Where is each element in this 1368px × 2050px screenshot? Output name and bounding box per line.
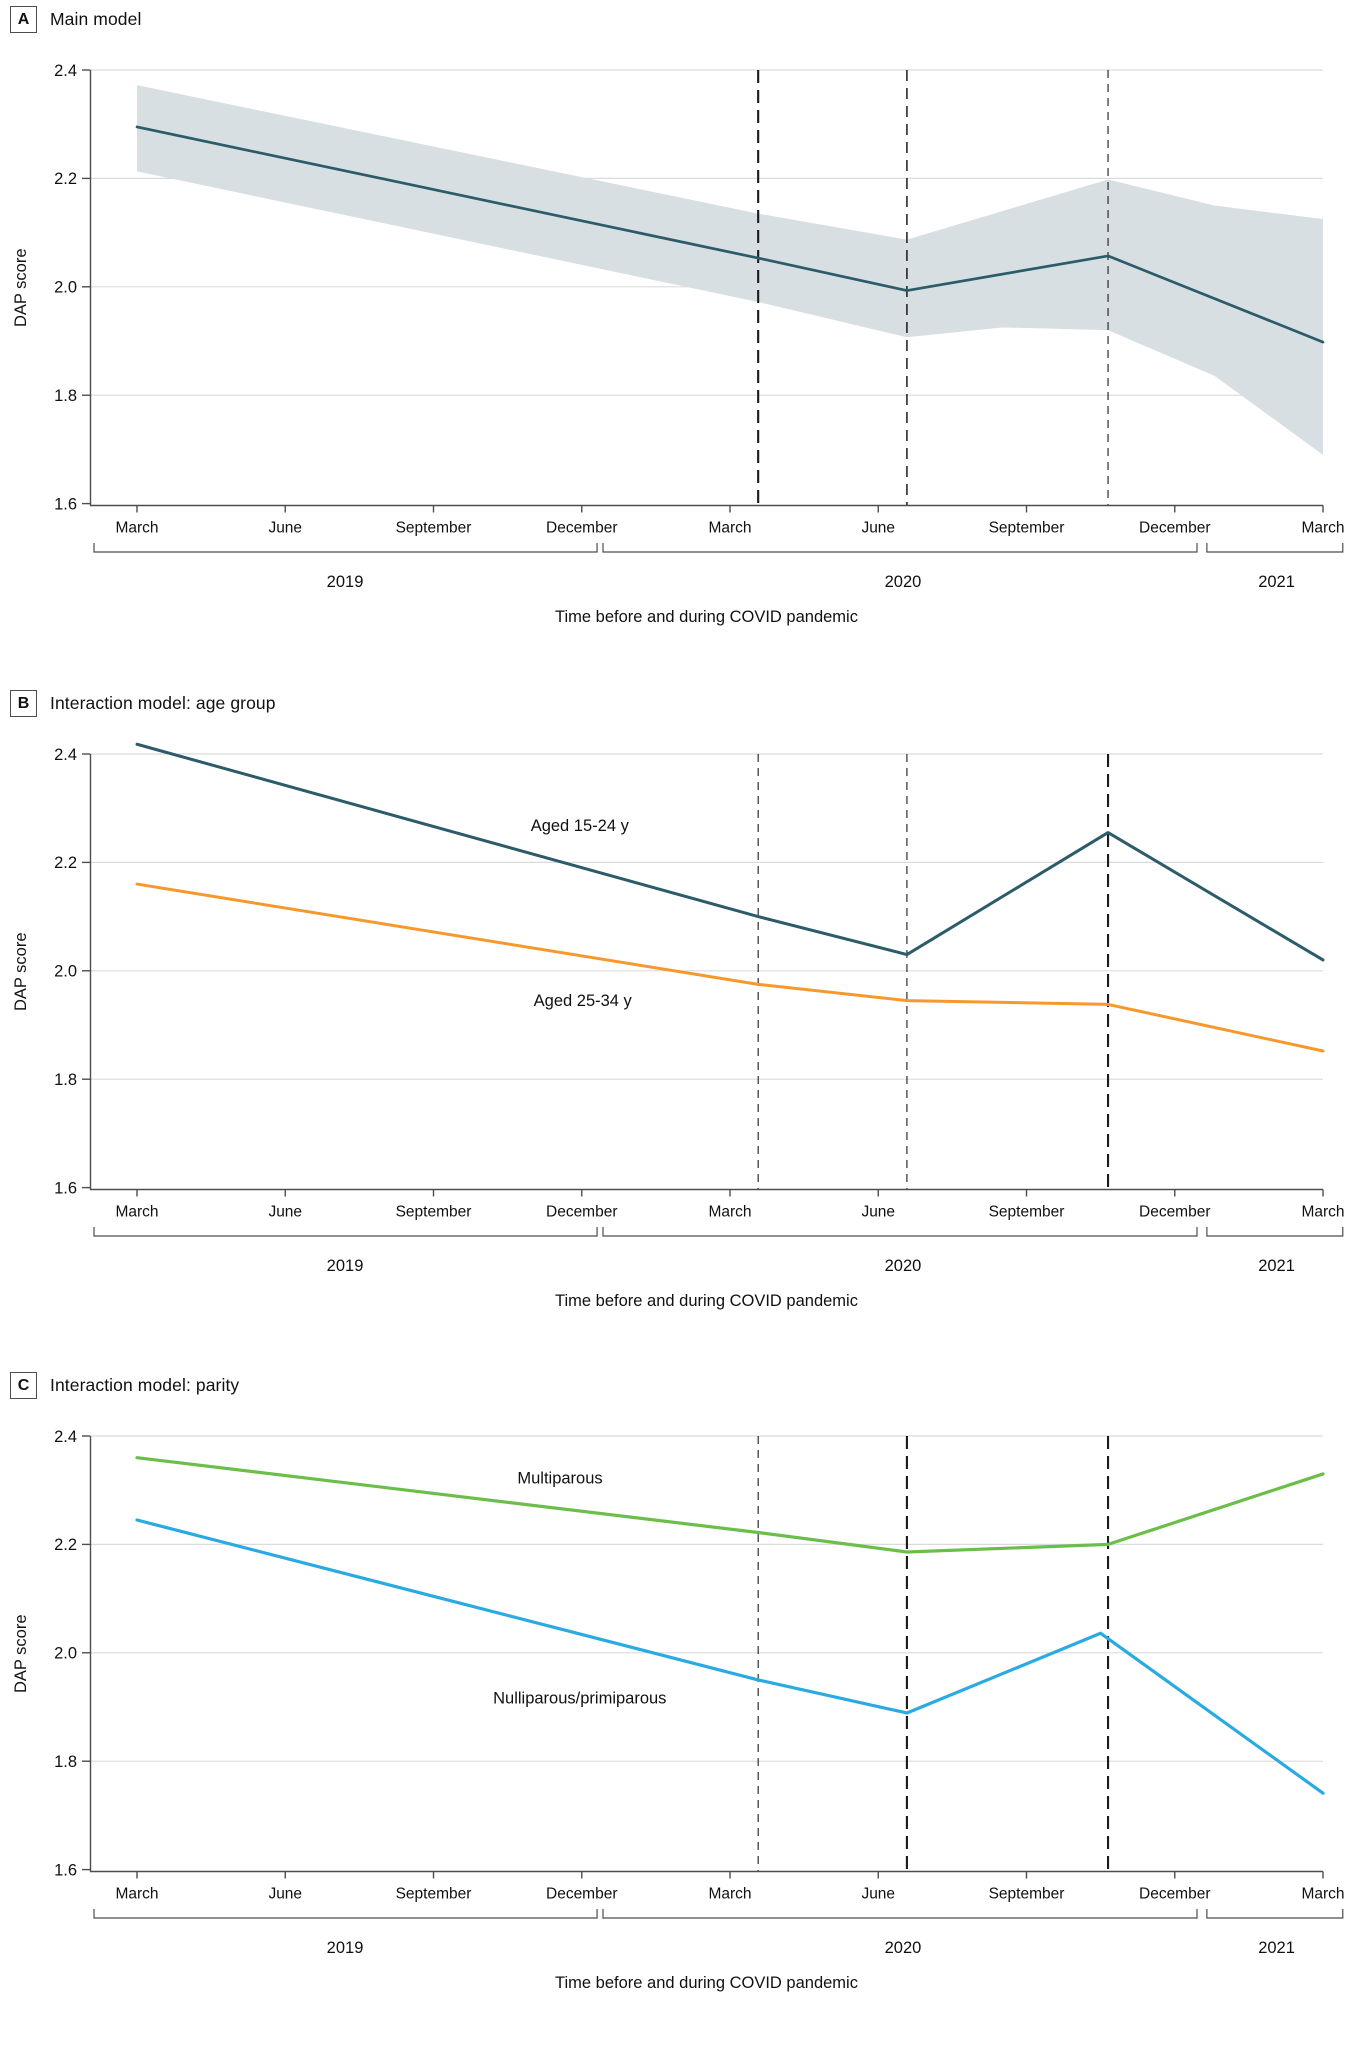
y-tick-label: 1.8	[54, 1753, 77, 1771]
year-label: 2020	[885, 573, 922, 591]
y-tick-label: 2.2	[54, 1536, 77, 1554]
series-label: Aged 15-24 y	[531, 817, 630, 835]
year-label: 2021	[1258, 573, 1295, 591]
x-tick-label: March	[708, 1203, 751, 1220]
figure-page: { "figure": { "x_axis_note": "x values a…	[0, 0, 1368, 1992]
series-line-aged-25-34	[135, 882, 1325, 1053]
y-tick-label: 1.6	[54, 1179, 77, 1197]
confidence-band	[137, 85, 1324, 455]
y-tick-label: 2.0	[54, 1645, 77, 1663]
x-axis-title: Time before and during COVID pandemic	[555, 608, 858, 626]
panel-letter-box: B	[10, 690, 37, 717]
year-bracket	[602, 1227, 1198, 1237]
x-tick-label: June	[861, 1203, 895, 1220]
panel-a-title: A Main model	[10, 6, 141, 33]
x-tick-label: December	[546, 519, 618, 536]
year-bracket	[1206, 1909, 1344, 1919]
x-tick-label: June	[268, 1885, 302, 1902]
panel-c-chart: Multiparous Nulliparous/primiparous 2.4 2.2…	[12, 1428, 1345, 1992]
x-tick-label: March	[708, 1885, 751, 1902]
panel-title-text: Interaction model: age group	[50, 693, 276, 713]
x-axis-title: Time before and during COVID pandemic	[555, 1974, 858, 1992]
panel-b-title: B Interaction model: age group	[10, 690, 276, 717]
y-axis-title: DAP score	[12, 248, 30, 327]
x-tick-label: September	[396, 1885, 472, 1902]
x-tick-label: March	[115, 519, 158, 536]
x-tick-label: March	[708, 519, 751, 536]
y-tick-label: 1.8	[54, 1071, 77, 1089]
y-tick-label: 2.2	[54, 854, 77, 872]
panel-a-chart: 2.4 2.2 2.0 1.8 1.6 March June September Decembe…	[12, 62, 1345, 626]
year-label: 2020	[885, 1939, 922, 1957]
x-tick-label: September	[989, 1885, 1065, 1902]
x-tick-label: December	[1139, 1885, 1211, 1902]
year-label: 2019	[327, 573, 364, 591]
y-tick-label: 2.4	[54, 1428, 77, 1446]
year-bracket	[93, 543, 598, 553]
series-line-multiparous	[135, 1456, 1325, 1554]
x-tick-label: June	[268, 519, 302, 536]
year-bracket	[93, 1227, 598, 1237]
x-tick-label: June	[268, 1203, 302, 1220]
year-bracket	[602, 1909, 1198, 1919]
year-label: 2019	[327, 1257, 364, 1275]
x-tick-label: December	[546, 1885, 618, 1902]
x-tick-label: March	[1301, 519, 1344, 536]
series-label: Aged 25-34 y	[534, 992, 633, 1010]
x-tick-label: March	[1301, 1203, 1344, 1220]
panel-letter-box: C	[10, 1372, 37, 1399]
x-tick-label: September	[396, 519, 472, 536]
series-line-nulliparous-primiparous	[135, 1518, 1325, 1795]
panel-c-title: C Interaction model: parity	[10, 1372, 239, 1399]
y-tick-label: 1.6	[54, 495, 77, 513]
panel-c-parity: C Interaction model: parity Multiparous N…	[0, 1366, 1368, 2050]
series-line-aged-15-24	[135, 742, 1325, 962]
x-tick-label: March	[115, 1885, 158, 1902]
x-axis-title: Time before and during COVID pandemic	[555, 1292, 858, 1310]
panel-letter-box: A	[10, 6, 37, 33]
year-bracket	[93, 1909, 598, 1919]
series-line-main-estimate	[135, 125, 1325, 344]
x-tick-label: September	[396, 1203, 472, 1220]
x-tick-label: December	[1139, 519, 1211, 536]
x-tick-label: September	[989, 1203, 1065, 1220]
y-tick-label: 1.6	[54, 1861, 77, 1879]
year-label: 2019	[327, 1939, 364, 1957]
year-label: 2021	[1258, 1939, 1295, 1957]
x-tick-label: March	[1301, 1885, 1344, 1902]
panel-b-age-group: B Interaction model: age group Aged 15-2…	[0, 684, 1368, 1368]
panel-title-text: Interaction model: parity	[50, 1375, 240, 1395]
panel-a-main-model: A Main model 2.4 2.2 2.0 1.8 1.6 March June Sep…	[0, 0, 1368, 684]
x-tick-label: September	[989, 519, 1065, 536]
panel-title-text: Main model	[50, 9, 142, 29]
y-tick-label: 2.4	[54, 746, 77, 764]
year-bracket	[1206, 543, 1344, 553]
series-label: Nulliparous/primiparous	[493, 1690, 666, 1708]
x-tick-label: June	[861, 1885, 895, 1902]
y-tick-label: 1.8	[54, 387, 77, 405]
y-tick-label: 2.0	[54, 963, 77, 981]
y-axis-title: DAP score	[12, 1614, 30, 1693]
year-label: 2020	[885, 1257, 922, 1275]
panel-b-chart: Aged 15-24 y Aged 25-34 y 2.4 2.2 2.0 1.8 1.6 M…	[12, 742, 1345, 1310]
year-bracket	[1206, 1227, 1344, 1237]
x-tick-label: June	[861, 519, 895, 536]
y-axis-title: DAP score	[12, 932, 30, 1011]
x-tick-label: March	[115, 1203, 158, 1220]
x-tick-label: December	[1139, 1203, 1211, 1220]
y-tick-label: 2.2	[54, 170, 77, 188]
y-tick-label: 2.0	[54, 279, 77, 297]
year-label: 2021	[1258, 1257, 1295, 1275]
series-label: Multiparous	[517, 1470, 602, 1488]
x-tick-label: December	[546, 1203, 618, 1220]
year-bracket	[602, 543, 1198, 553]
y-tick-label: 2.4	[54, 62, 77, 80]
